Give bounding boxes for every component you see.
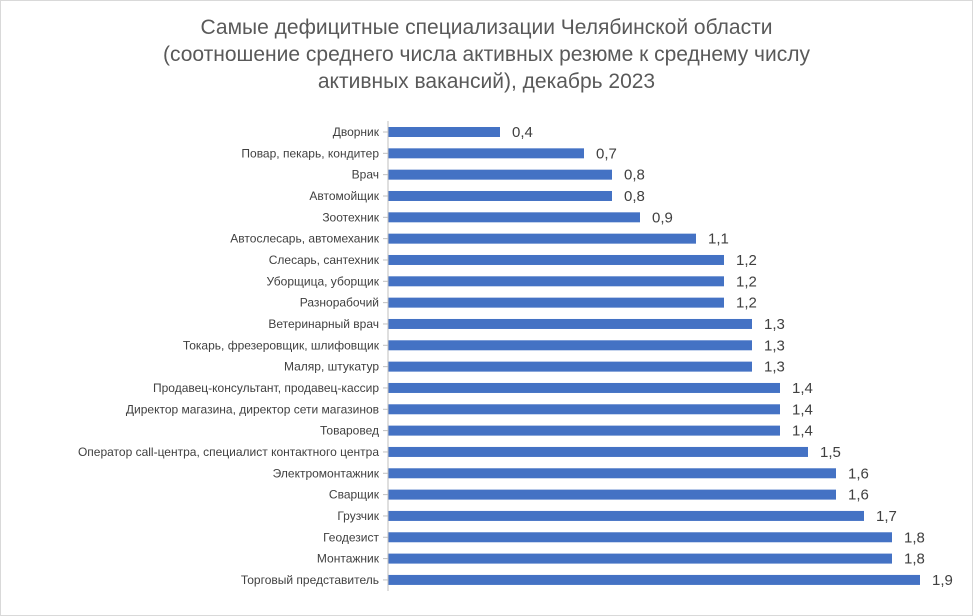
chart-title-line-1: Самые дефицитные специализации Челябинск… (200, 16, 773, 39)
bar (388, 404, 780, 415)
category-label: Зоотехник (322, 210, 379, 224)
data-label: 1,8 (904, 529, 925, 546)
bar (388, 553, 892, 564)
data-label: 1,6 (848, 465, 869, 482)
bar (388, 468, 836, 479)
data-label: 1,1 (708, 231, 729, 248)
category-label: Продавец-консультант, продавец-кассир (153, 381, 379, 395)
bar (388, 318, 752, 329)
bar (388, 212, 640, 223)
category-label: Автомойщик (309, 189, 379, 203)
category-label: Повар, пекарь, кондитер (241, 146, 379, 160)
chart-title: Самые дефицитные специализации Челябинск… (0, 14, 973, 95)
data-label: 1,4 (792, 380, 813, 397)
data-label: 1,4 (792, 423, 813, 440)
bar (388, 297, 724, 308)
data-label: 1,9 (932, 572, 953, 589)
bar (388, 254, 724, 265)
category-label: Торговый представитель (241, 573, 379, 587)
data-label: 1,2 (736, 252, 757, 269)
bar (388, 340, 752, 351)
bar (388, 276, 724, 287)
bar (388, 510, 864, 521)
category-label: Маляр, штукатур (284, 360, 379, 374)
chart-title-line-2: (соотношение среднего числа активных рез… (163, 43, 810, 66)
bar (388, 489, 836, 500)
category-label: Слесарь, сантехник (269, 253, 380, 267)
category-label: Геодезист (323, 530, 379, 544)
category-label: Ветеринарный врач (268, 317, 379, 331)
category-label: Товаровед (320, 424, 379, 438)
data-label: 1,6 (848, 487, 869, 504)
category-label: Электромонтажник (273, 466, 380, 480)
data-label: 0,8 (624, 188, 645, 205)
data-label: 0,9 (652, 209, 673, 226)
bar (388, 233, 696, 244)
data-label: 1,5 (820, 444, 841, 461)
category-label: Токарь, фрезеровщик, шлифовщик (183, 338, 380, 352)
category-label: Монтажник (317, 552, 380, 566)
category-label: Уборщица, уборщик (266, 274, 379, 288)
bar (388, 532, 892, 543)
chart-title-line-3: активных вакансий), декабрь 2023 (317, 70, 656, 93)
data-label: 1,2 (736, 295, 757, 312)
bar (388, 425, 780, 436)
category-label: Оператор call-центра, специалист контакт… (78, 445, 379, 459)
data-label: 0,4 (512, 124, 533, 141)
bar (388, 446, 808, 457)
category-label: Дворник (333, 125, 380, 139)
data-label: 1,7 (876, 508, 897, 525)
data-label: 1,2 (736, 273, 757, 290)
category-label: Грузчик (337, 509, 379, 523)
data-label: 1,4 (792, 401, 813, 418)
data-label: 1,8 (904, 551, 925, 568)
data-label: 1,3 (764, 316, 785, 333)
data-label: 1,3 (764, 337, 785, 354)
bar (388, 574, 920, 585)
category-label: Врач (352, 168, 379, 182)
category-label: Разнорабочий (300, 296, 379, 310)
bar (388, 169, 612, 180)
bar (388, 190, 612, 201)
bar (388, 148, 584, 159)
category-label: Сварщик (329, 488, 380, 502)
bar (388, 361, 752, 372)
data-label: 1,3 (764, 359, 785, 376)
bar (388, 382, 780, 393)
data-label: 0,8 (624, 167, 645, 184)
data-label: 0,7 (596, 145, 617, 162)
category-label: Директор магазина, директор сети магазин… (126, 402, 379, 416)
category-label: Автослесарь, автомеханик (230, 232, 379, 246)
bar (388, 127, 500, 137)
